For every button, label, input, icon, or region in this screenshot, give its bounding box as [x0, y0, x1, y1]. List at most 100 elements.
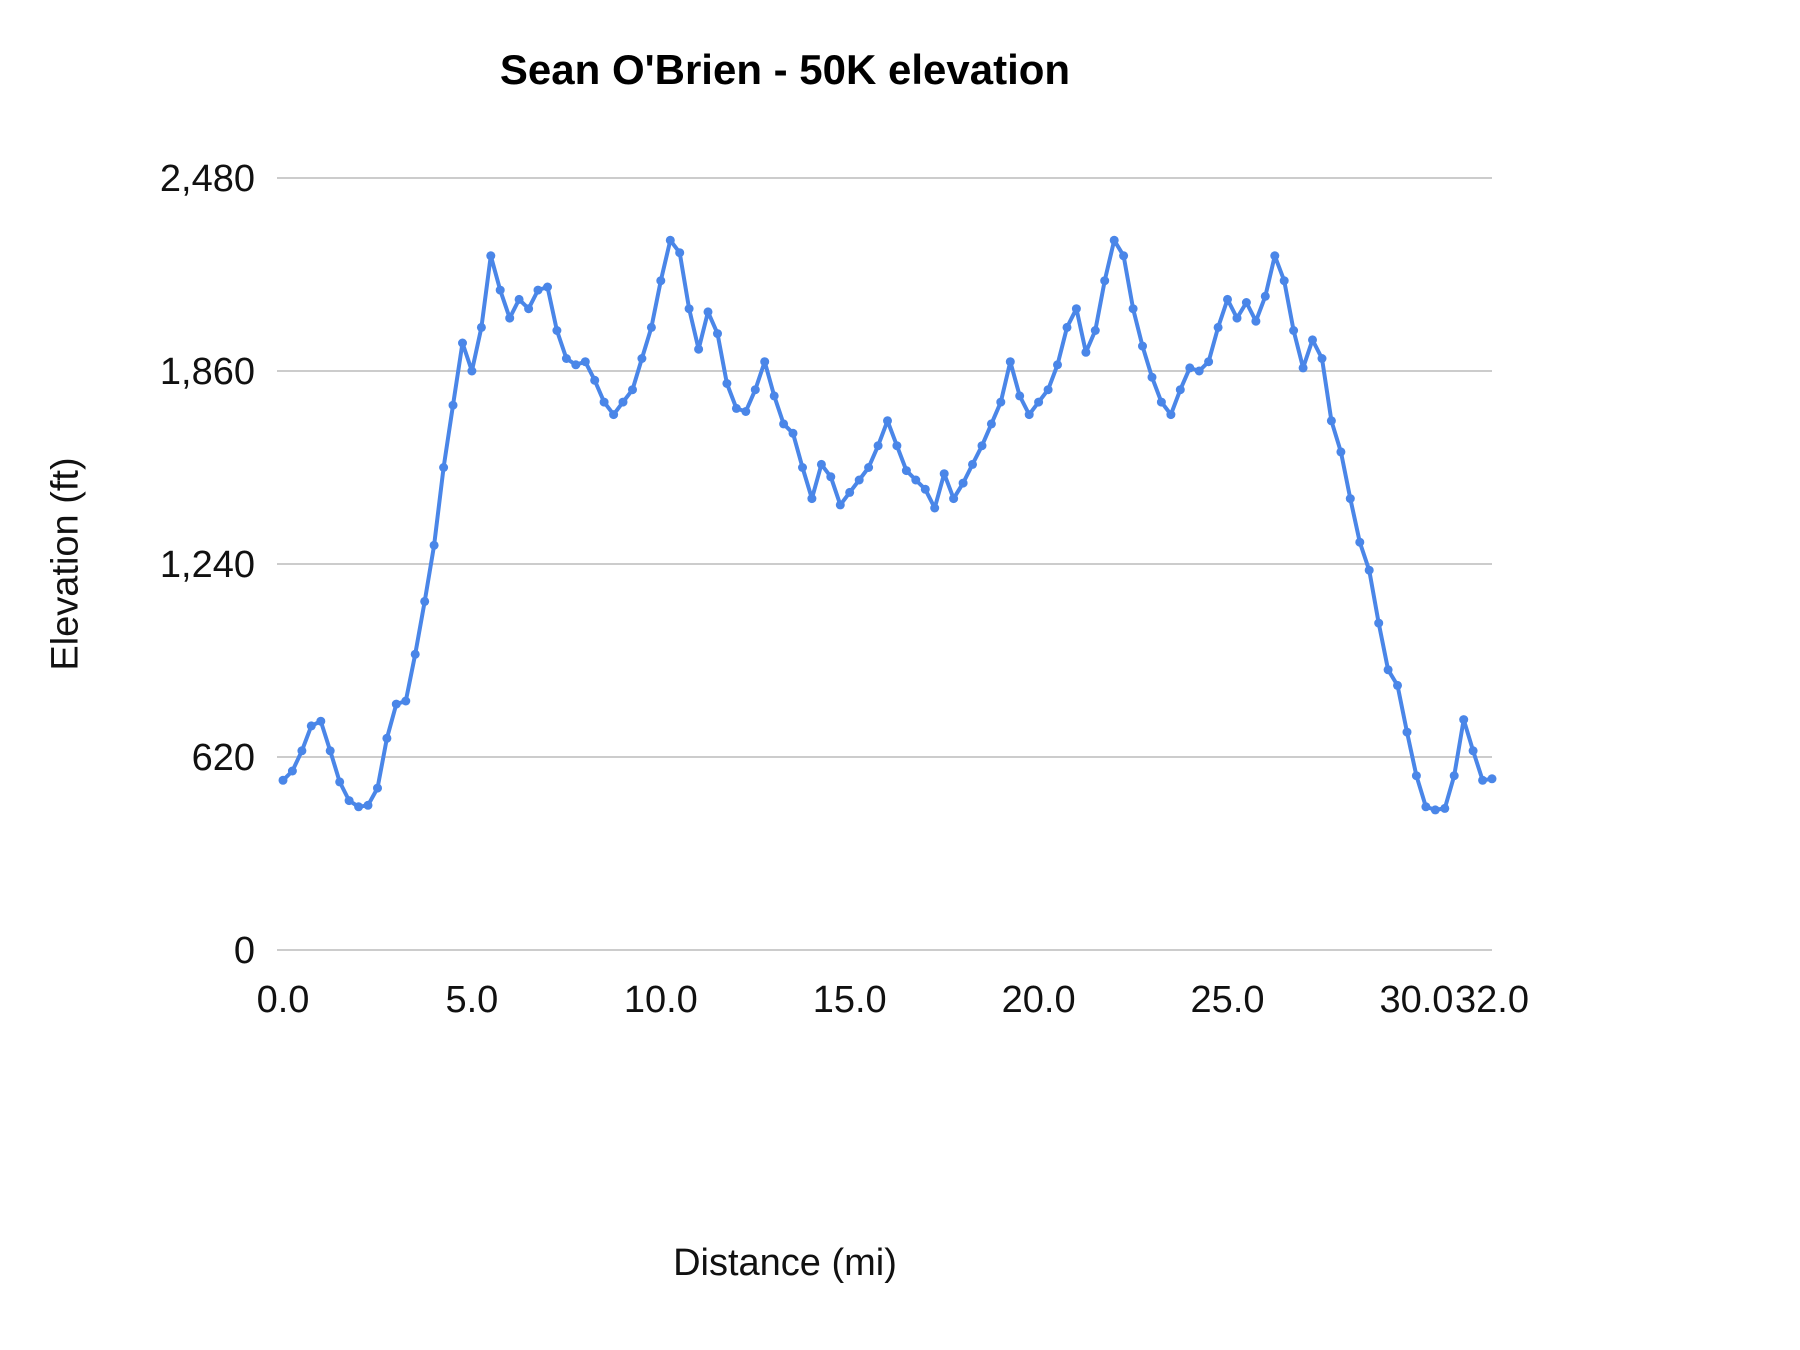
- data-point-marker: [1024, 410, 1034, 420]
- data-point-marker: [1298, 363, 1308, 373]
- data-point-marker: [628, 385, 637, 395]
- data-point-marker: [1043, 385, 1053, 395]
- data-point-marker: [1430, 805, 1440, 815]
- data-point-marker: [382, 733, 392, 743]
- x-axis-title: Distance (mi): [673, 1242, 897, 1284]
- data-point-marker: [363, 800, 373, 810]
- data-point-marker: [543, 282, 552, 292]
- data-point-marker: [1308, 335, 1317, 345]
- y-tick-label: 2,480: [160, 158, 255, 200]
- data-point-marker: [684, 304, 694, 314]
- data-point-marker: [401, 696, 411, 706]
- data-point-marker: [703, 307, 713, 317]
- data-point-marker: [1185, 363, 1195, 373]
- x-tick-label: 15.0: [813, 979, 887, 1021]
- data-point-marker: [1062, 322, 1072, 332]
- data-point-marker: [287, 766, 297, 776]
- y-tick-label: 0: [234, 930, 255, 972]
- data-point-marker: [1468, 746, 1478, 756]
- data-point-marker: [1374, 618, 1384, 628]
- data-point-marker: [968, 459, 977, 469]
- data-point-marker: [873, 441, 883, 451]
- data-point-marker: [656, 276, 666, 286]
- data-point-marker: [514, 294, 524, 304]
- data-point-marker: [495, 285, 505, 295]
- data-point-marker: [1241, 298, 1251, 307]
- data-point-marker: [1166, 410, 1176, 420]
- data-point-marker: [741, 407, 751, 416]
- data-point-marker: [410, 649, 420, 659]
- data-point-marker: [1090, 326, 1100, 335]
- data-point-marker: [1034, 397, 1044, 407]
- data-point-marker: [1317, 354, 1327, 363]
- data-point-marker: [1411, 771, 1421, 781]
- data-point-marker: [854, 475, 864, 485]
- data-point-marker: [1402, 727, 1412, 737]
- data-point-marker: [665, 235, 675, 245]
- data-point-marker: [561, 354, 571, 363]
- data-point-marker: [1147, 372, 1157, 382]
- data-point-marker: [986, 419, 996, 429]
- data-point-marker: [1478, 775, 1488, 785]
- data-point-marker: [1175, 385, 1185, 395]
- data-point-marker: [297, 746, 307, 756]
- data-point-marker: [845, 487, 855, 497]
- data-point-marker: [373, 783, 382, 793]
- data-point-marker: [1015, 391, 1025, 401]
- data-point-marker: [391, 699, 401, 709]
- chart-title: Sean O'Brien - 50K elevation: [499, 46, 1071, 93]
- data-point-marker: [1223, 294, 1232, 304]
- data-point-marker: [816, 459, 826, 469]
- data-point-marker: [306, 721, 316, 731]
- data-point-marker: [949, 494, 959, 504]
- x-tick-label: 32.0: [1455, 979, 1529, 1021]
- data-point-marker: [1194, 366, 1204, 376]
- data-point-marker: [316, 716, 326, 726]
- data-point-marker: [1459, 715, 1469, 725]
- data-point-marker: [1156, 397, 1166, 407]
- data-point-marker: [1260, 291, 1270, 301]
- data-point-marker: [325, 746, 335, 756]
- data-point-marker: [1345, 494, 1355, 504]
- data-point-marker: [835, 500, 845, 510]
- data-point-marker: [1138, 341, 1147, 351]
- data-point-marker: [429, 540, 439, 550]
- data-point-marker: [637, 354, 647, 363]
- data-point-marker: [1393, 680, 1402, 690]
- data-point-marker: [958, 478, 968, 488]
- data-point-marker: [769, 391, 779, 401]
- data-point-marker: [1421, 802, 1431, 812]
- x-tick-label: 20.0: [1002, 979, 1076, 1021]
- data-point-marker: [458, 338, 467, 348]
- data-point-marker: [1232, 313, 1242, 323]
- data-point-marker: [675, 248, 685, 258]
- data-point-marker: [920, 484, 930, 494]
- data-point-marker: [713, 329, 722, 339]
- data-point-marker: [826, 472, 836, 482]
- x-tick-label: 0.0: [257, 979, 310, 1021]
- x-tick-label: 25.0: [1191, 979, 1265, 1021]
- data-point-marker: [911, 475, 921, 485]
- data-point-marker: [1251, 316, 1261, 326]
- data-point-marker: [590, 375, 600, 385]
- data-point-marker: [439, 463, 449, 472]
- data-point-marker: [788, 428, 798, 438]
- data-point-marker: [524, 304, 534, 314]
- data-point-marker: [1270, 251, 1280, 261]
- y-tick-label: 620: [192, 737, 255, 779]
- data-point-marker: [1289, 326, 1299, 335]
- data-point-marker: [977, 441, 987, 451]
- data-point-marker: [722, 379, 732, 388]
- data-point-marker: [486, 251, 496, 261]
- data-point-marker: [580, 357, 590, 367]
- elevation-line: [281, 238, 1494, 812]
- y-tick-label: 1,240: [160, 544, 255, 586]
- data-point-marker: [505, 313, 515, 323]
- data-point-marker: [807, 494, 817, 504]
- data-point-marker: [694, 344, 704, 354]
- data-point-marker: [1053, 360, 1062, 370]
- data-point-marker: [901, 466, 911, 476]
- data-point-marker: [278, 775, 288, 785]
- data-point-marker: [1279, 276, 1289, 286]
